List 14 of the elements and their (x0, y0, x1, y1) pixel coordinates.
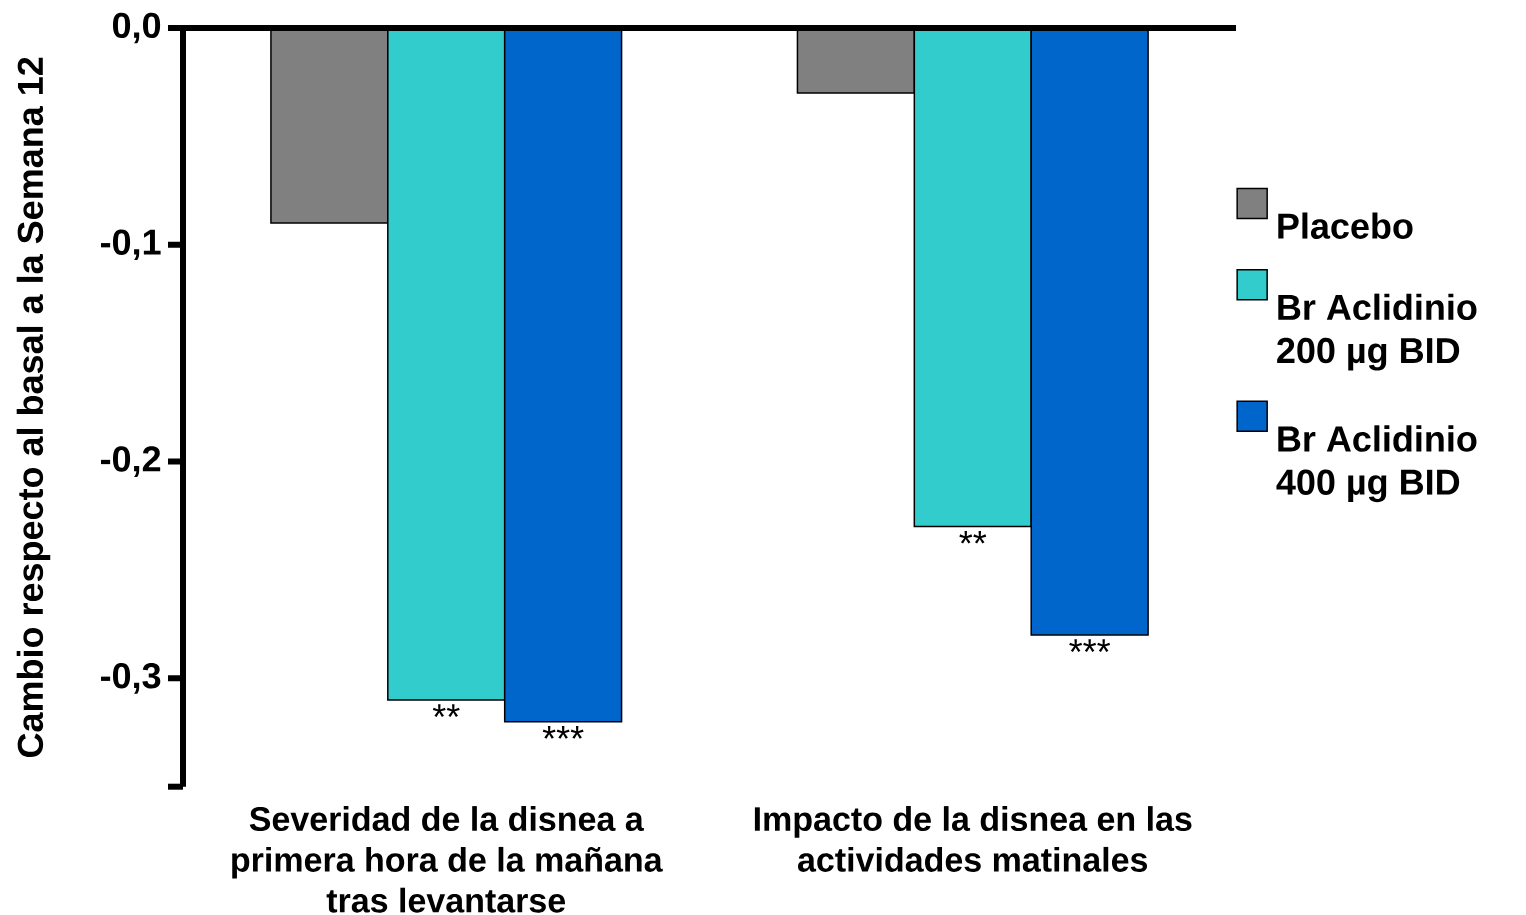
x-tick-label: Severidad de la disnea a primera hora de la mañana tras levantarse (232, 806, 663, 913)
data-label: ** (959, 530, 987, 544)
legend-label: Placebo (1278, 212, 1413, 239)
y-tick-label: -0,2 (100, 446, 161, 477)
x-tick-label: Impacto de la disnea en las actividades matinales (754, 806, 1192, 872)
y-tick-label: 0,0 (112, 12, 161, 44)
y-tick-label: -0,1 (100, 229, 161, 261)
data-label: *** (542, 726, 584, 739)
data-label: ** (432, 704, 460, 718)
legend-label: Br Aclidinio 200 µg BID (1277, 293, 1477, 371)
y-tick-label: -0,3 (100, 662, 161, 694)
y-axis-title: Cambio respecto al basal a la Semana 12 (16, 57, 51, 758)
legend-label: Br Aclidinio 400 µg BID (1276, 425, 1477, 503)
data-label: *** (1069, 639, 1111, 652)
